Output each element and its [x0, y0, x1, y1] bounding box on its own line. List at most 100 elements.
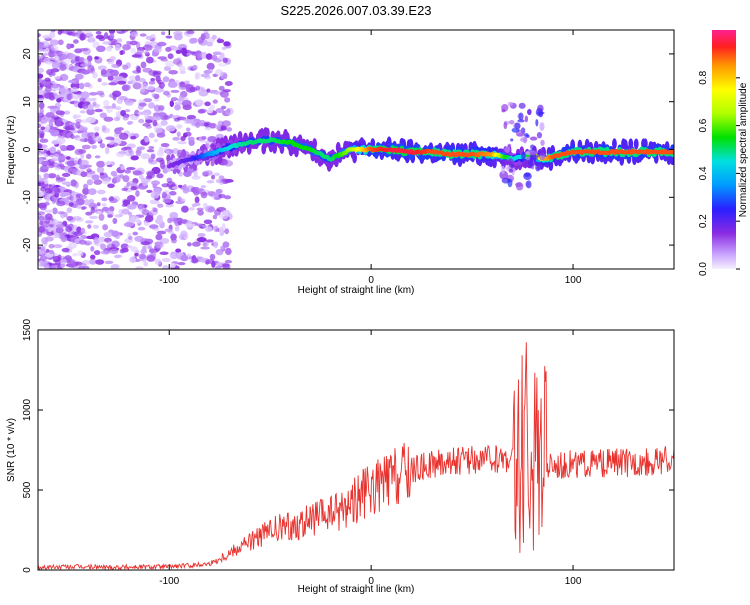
halo-blob — [526, 109, 532, 115]
noise-speckle — [136, 65, 141, 73]
colorbar-gradient — [712, 30, 736, 269]
noise-speckle — [74, 148, 84, 156]
snr-ylabel: SNR (10 * v/v) — [6, 418, 17, 482]
noise-speckle — [146, 171, 156, 179]
noise-speckle — [47, 163, 55, 169]
noise-speckle — [44, 209, 54, 213]
noise-speckle — [39, 107, 44, 115]
noise-speckle — [220, 105, 227, 110]
noise-speckle — [112, 90, 122, 98]
noise-speckle — [87, 224, 92, 229]
noise-speckle — [135, 190, 140, 197]
noise-speckle — [163, 90, 170, 96]
noise-speckle — [151, 52, 159, 57]
noise-speckle — [157, 203, 164, 208]
noise-speckle — [175, 49, 182, 55]
halo-blob — [521, 151, 526, 160]
noise-speckle — [184, 120, 191, 124]
noise-speckle — [61, 59, 71, 65]
noise-speckle — [55, 110, 66, 116]
noise-speckle — [47, 105, 58, 109]
noise-speckle — [84, 82, 91, 88]
noise-speckle — [164, 228, 173, 232]
noise-speckle — [181, 99, 192, 108]
chart-title: S225.2026.007.03.39.E23 — [280, 3, 431, 18]
noise-speckle — [132, 170, 143, 176]
noise-speckle — [134, 266, 144, 269]
noise-speckle — [38, 230, 43, 238]
noise-speckle — [38, 63, 41, 67]
noise-speckle — [56, 137, 66, 145]
noise-speckle — [57, 30, 62, 35]
noise-speckle — [132, 82, 142, 90]
heatmap-data — [38, 30, 674, 269]
noise-speckle — [206, 180, 215, 184]
colorbar-label: Normalized spectral amplitude — [738, 82, 749, 217]
noise-speckle — [112, 217, 118, 224]
noise-speckle — [78, 263, 87, 267]
noise-speckle — [59, 54, 68, 60]
x-tick-label: -100 — [159, 576, 179, 587]
noise-speckle — [142, 122, 151, 127]
halo-blob — [508, 168, 514, 173]
noise-speckle — [39, 262, 49, 267]
halo-blob — [530, 144, 535, 150]
noise-speckle — [122, 115, 129, 121]
noise-speckle — [109, 248, 119, 254]
noise-speckle — [158, 105, 165, 111]
noise-speckle — [150, 251, 157, 256]
noise-speckle — [224, 259, 232, 264]
noise-speckle — [162, 265, 170, 269]
noise-speckle — [142, 180, 148, 187]
noise-speckle — [82, 103, 89, 110]
noise-speckle — [65, 226, 72, 233]
noise-speckle — [78, 57, 85, 63]
noise-speckle — [39, 255, 48, 262]
halo-blob — [501, 177, 511, 184]
noise-speckle — [40, 186, 46, 192]
ridge-cell — [628, 138, 634, 150]
noise-speckle — [114, 106, 122, 111]
noise-speckle — [79, 82, 85, 90]
noise-speckle — [165, 35, 173, 39]
noise-speckle — [98, 213, 105, 221]
noise-speckle — [135, 74, 141, 82]
noise-speckle — [45, 112, 55, 118]
heatmap-ylabel: Frequency (Hz) — [6, 116, 17, 185]
noise-speckle — [191, 241, 201, 247]
noise-speckle — [38, 41, 45, 47]
noise-speckle — [128, 236, 133, 240]
noise-speckle — [53, 244, 63, 249]
halo-blob — [516, 133, 525, 137]
noise-speckle — [49, 224, 55, 228]
noise-speckle — [148, 224, 159, 229]
noise-speckle — [97, 78, 102, 83]
snr-frame — [37, 329, 675, 571]
noise-speckle — [74, 73, 84, 80]
noise-speckle — [182, 186, 190, 194]
noise-speckle — [154, 127, 163, 134]
noise-speckle — [119, 174, 124, 179]
noise-speckle — [79, 33, 85, 41]
noise-speckle — [81, 126, 88, 132]
noise-speckle — [186, 242, 192, 247]
noise-speckle — [80, 153, 85, 160]
noise-speckle — [155, 157, 165, 163]
noise-speckle — [45, 213, 53, 221]
noise-speckle — [38, 179, 43, 183]
colorbar: 0.0 0.2 0.4 0.6 0.8 Normalized spectral ampl… — [698, 30, 749, 276]
noise-speckle — [170, 262, 176, 268]
noise-speckle — [65, 156, 71, 160]
noise-speckle — [222, 57, 228, 63]
noise-speckle — [221, 46, 227, 51]
noise-speckle — [48, 121, 54, 128]
noise-speckle — [169, 211, 179, 220]
halo-blob — [528, 159, 536, 167]
heatmap-xlabel: Height of straight line (km) — [298, 285, 415, 296]
noise-speckle — [79, 110, 86, 114]
noise-speckle — [155, 242, 164, 249]
noise-speckle — [147, 245, 153, 250]
noise-speckle — [88, 199, 95, 204]
noise-speckle — [94, 135, 102, 142]
noise-speckle — [225, 107, 234, 116]
